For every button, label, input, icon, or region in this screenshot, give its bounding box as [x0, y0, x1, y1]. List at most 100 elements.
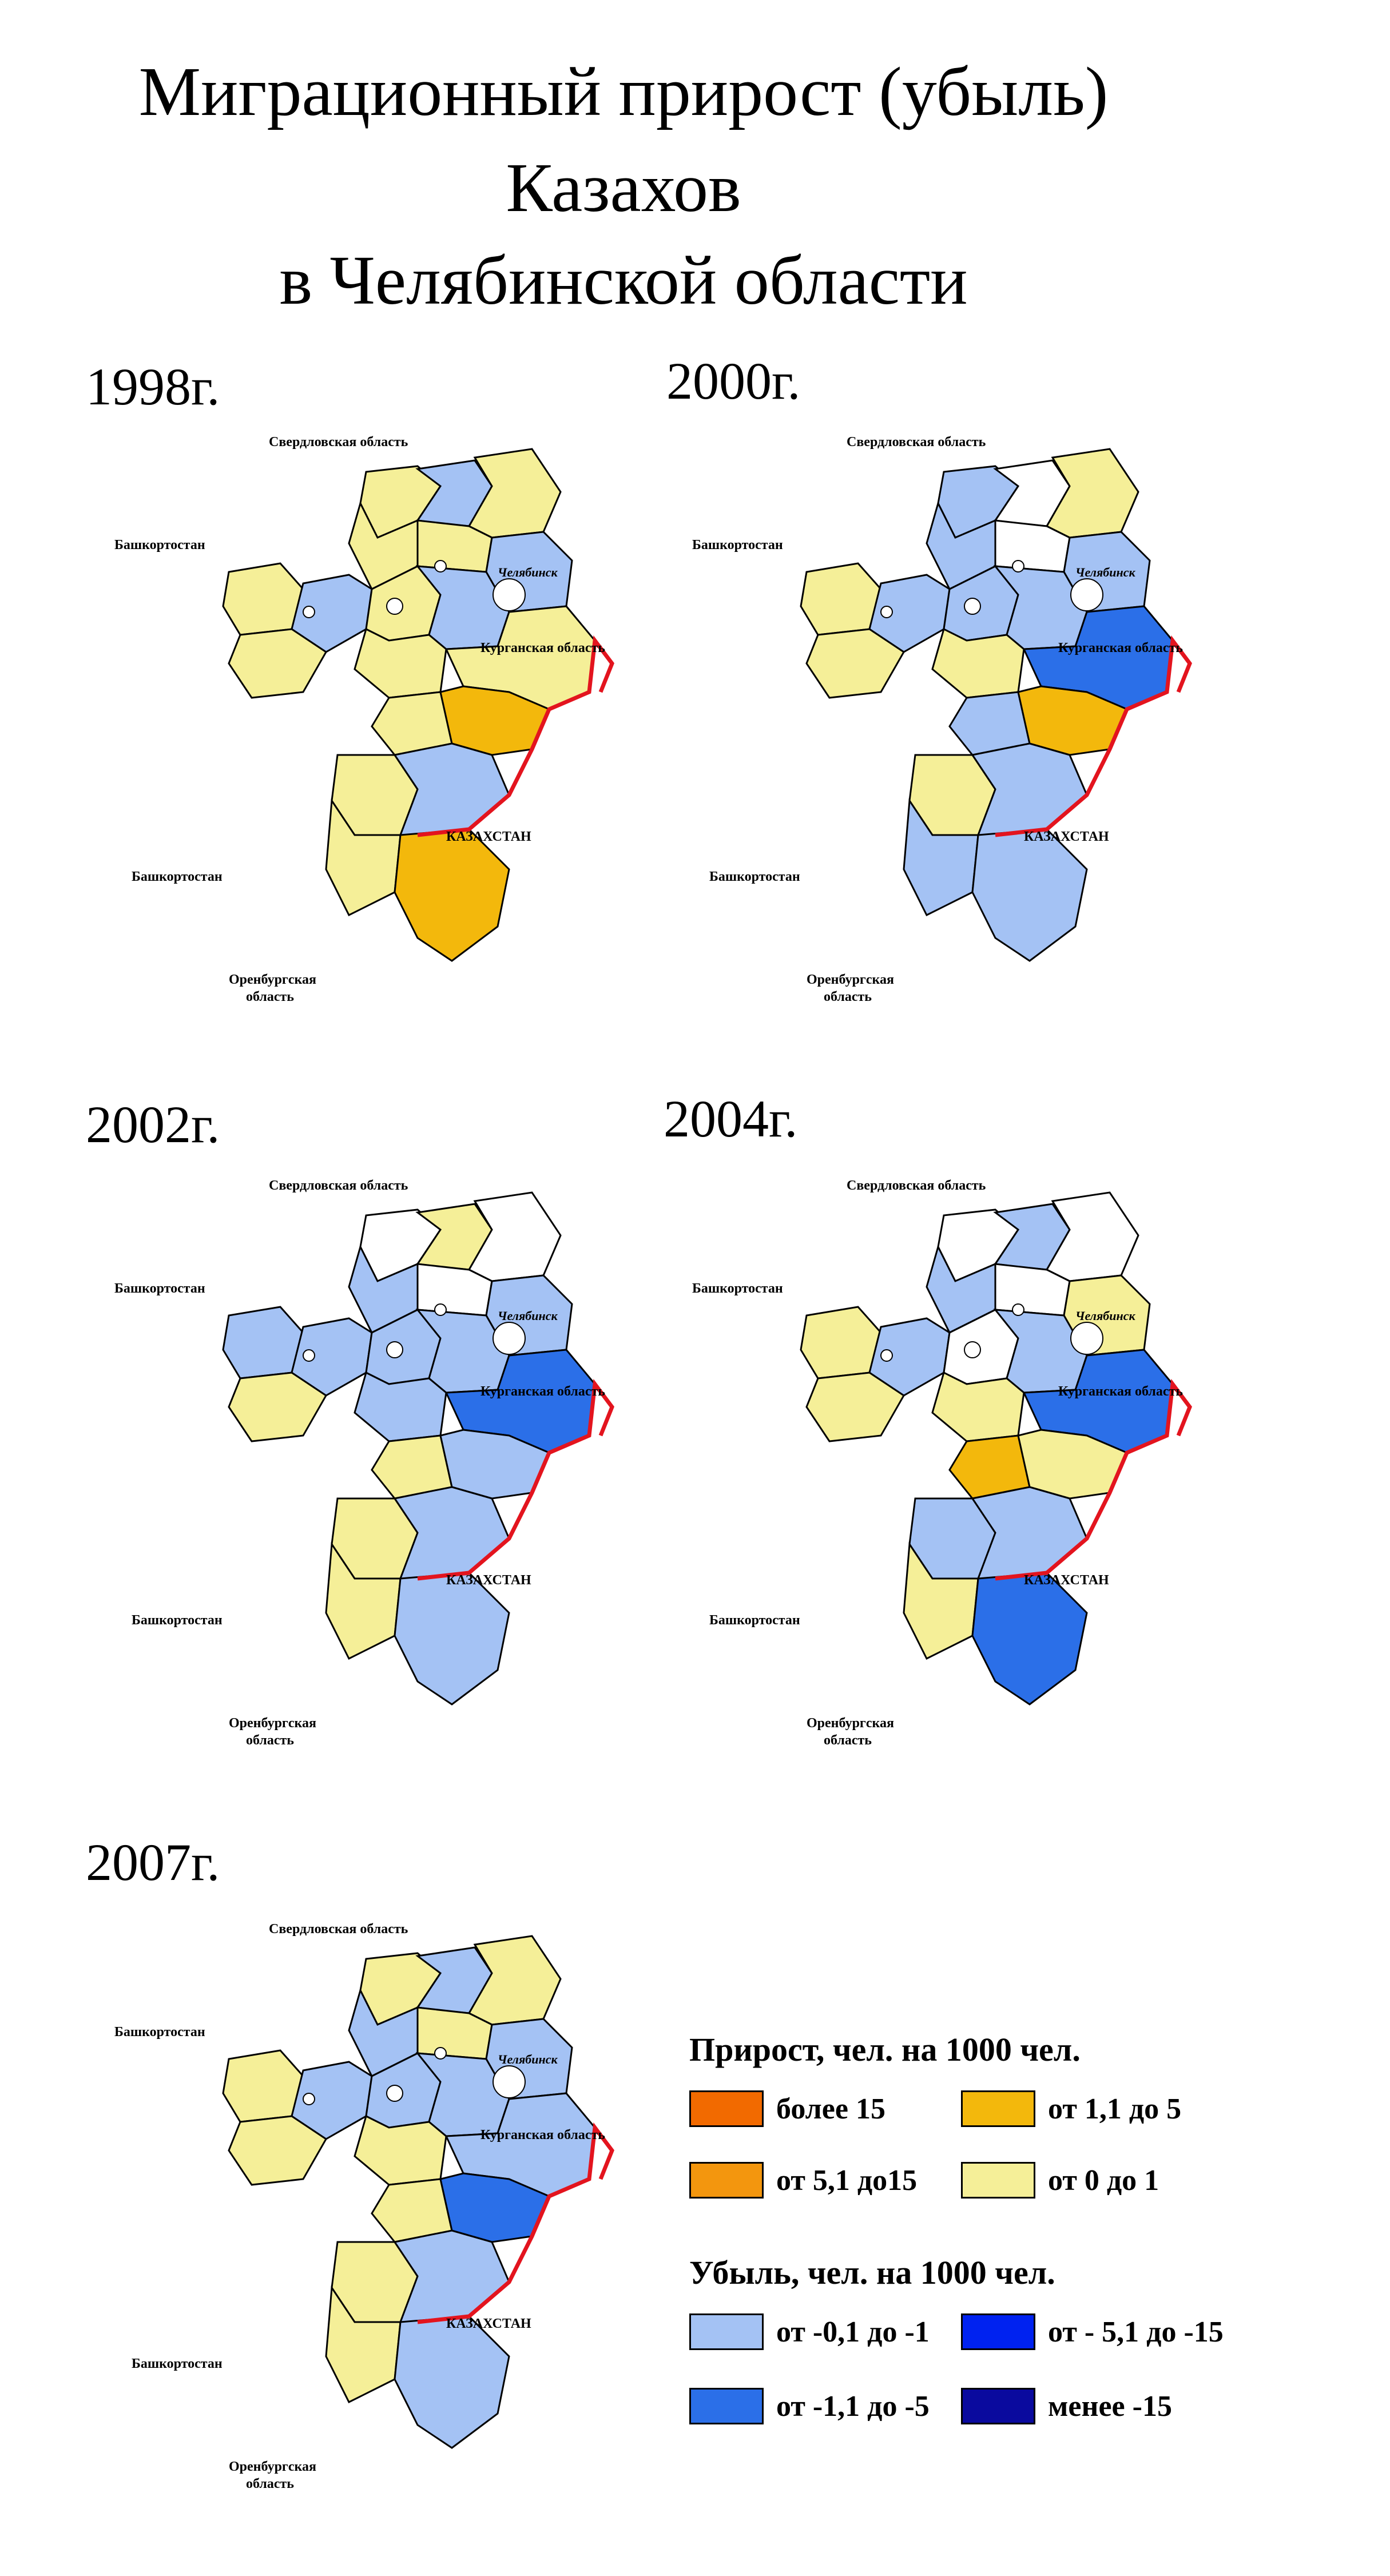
district-region	[394, 2315, 510, 2449]
city-marker	[880, 1349, 893, 1362]
district-region	[800, 1306, 882, 1380]
district-region	[805, 1372, 905, 1442]
map-panel-2000: Свердловская область Башкортостан Курганск…	[675, 423, 1201, 1041]
bashkortostan-label: Башкортостан	[132, 2356, 223, 2371]
legend-item: более 15	[689, 2088, 885, 2130]
bashkortostan-label: Башкортостан	[114, 538, 205, 552]
city-marker	[964, 598, 981, 615]
bashkortostan-label: Башкортостан	[692, 538, 783, 552]
legend-item: от - 5,1 до -15	[961, 2311, 1224, 2353]
district-region	[228, 628, 327, 699]
legend-label: более 15	[776, 2092, 885, 2125]
region-map	[800, 448, 1192, 962]
bashkortostan-label: Башкортостан	[132, 1613, 223, 1628]
legend-label: от -1,1 до -5	[776, 2390, 930, 2423]
year-label-2000: 2000г.	[666, 352, 801, 410]
city-marker	[1012, 560, 1024, 573]
legend-label: от - 5,1 до -15	[1048, 2315, 1224, 2348]
orenburg-label-line2: область	[246, 1733, 294, 1748]
orenburg-label-line1: Оренбургская	[229, 1716, 316, 1731]
city-marker	[493, 1322, 526, 1355]
city-marker	[303, 2093, 315, 2105]
legend-item: менее -15	[961, 2385, 1172, 2427]
legend-item: от 5,1 до15	[689, 2159, 917, 2201]
orenburg-label-line2: область	[824, 1733, 872, 1748]
legend-swatch	[961, 2162, 1035, 2199]
legend-swatch	[961, 2090, 1035, 2127]
region-map	[222, 1191, 614, 1706]
legend-item: от -0,1 до -1	[689, 2311, 930, 2353]
sverdlovsk-label: Свердловская область	[847, 435, 986, 450]
legend-gain-title: Прирост, чел. на 1000 чел.	[689, 2031, 1081, 2068]
legend-label: менее -15	[1048, 2390, 1172, 2423]
district-region	[439, 1429, 550, 1500]
legend-swatch	[689, 2090, 764, 2127]
city-marker	[386, 598, 403, 615]
city-marker	[386, 1341, 403, 1358]
district-region	[222, 2049, 304, 2123]
orenburg-label-line1: Оренбургская	[807, 972, 894, 987]
city-marker	[303, 606, 315, 618]
chelyabinsk-city-label: Челябинск	[1075, 565, 1135, 579]
year-label-2002: 2002г.	[86, 1095, 220, 1154]
main-title-line1: Миграционный прирост (убыль)	[138, 53, 1109, 130]
district-region	[800, 562, 882, 636]
map-panel-2004: Свердловская область Башкортостан Курганск…	[675, 1167, 1201, 1784]
sverdlovsk-label: Свердловская область	[269, 1178, 408, 1193]
kurgan-label: Курганская область	[1058, 1384, 1183, 1399]
kurgan-label: Курганская область	[480, 1384, 605, 1399]
year-label-1998: 1998г.	[86, 357, 220, 416]
city-marker	[493, 2065, 526, 2098]
legend-swatch	[689, 2388, 764, 2424]
kazakhstan-label: КАЗАХСТАН	[446, 2316, 531, 2331]
district-region	[931, 1371, 1025, 1442]
legend-swatch	[961, 2388, 1035, 2424]
bashkortostan-label: Башкортостан	[709, 1613, 800, 1628]
orenburg-label-line1: Оренбургская	[229, 972, 316, 987]
legend-item: от 0 до 1	[961, 2159, 1159, 2201]
legend-label: от 5,1 до15	[776, 2164, 918, 2197]
legend-swatch	[689, 2162, 764, 2199]
region-map	[222, 1935, 614, 2449]
orenburg-label-line2: область	[246, 2476, 294, 2491]
district-region	[354, 2114, 447, 2186]
bashkortostan-label: Башкортостан	[132, 869, 223, 884]
kurgan-label: Курганская область	[480, 641, 605, 655]
chelyabinsk-city-label: Челябинск	[498, 565, 558, 579]
orenburg-label-line2: область	[246, 989, 294, 1004]
district-region	[971, 1572, 1088, 1706]
city-marker	[1070, 578, 1103, 611]
district-region	[394, 828, 510, 962]
year-label-2007: 2007г.	[86, 1833, 220, 1891]
district-region	[354, 627, 447, 699]
legend-label: от 1,1 до 5	[1048, 2092, 1182, 2125]
district-region	[931, 627, 1025, 699]
district-region	[394, 1572, 510, 1706]
city-marker	[493, 578, 526, 611]
district-region	[222, 562, 304, 636]
city-marker	[880, 606, 893, 618]
year-label-2004: 2004г.	[664, 1090, 798, 1148]
orenburg-label-line1: Оренбургская	[807, 1716, 894, 1731]
city-marker	[434, 1303, 447, 1316]
region-map	[222, 448, 614, 962]
city-marker	[386, 2085, 403, 2102]
orenburg-label-line1: Оренбургская	[229, 2459, 316, 2474]
city-marker	[434, 560, 447, 573]
city-marker	[1070, 1322, 1103, 1355]
district-region	[805, 628, 905, 699]
legend-label: от -0,1 до -1	[776, 2315, 930, 2348]
kurgan-label: Курганская область	[480, 2128, 605, 2142]
district-region	[222, 1306, 304, 1380]
city-marker	[1012, 1303, 1024, 1316]
sverdlovsk-label: Свердловская область	[847, 1178, 986, 1193]
chelyabinsk-city-label: Челябинск	[498, 1309, 558, 1323]
legend-loss-title: Убыль, чел. на 1000 чел.	[689, 2254, 1055, 2291]
city-marker	[964, 1341, 981, 1358]
district-region	[439, 685, 550, 756]
city-marker	[434, 2047, 447, 2060]
sverdlovsk-label: Свердловская область	[269, 435, 408, 450]
sverdlovsk-label: Свердловская область	[269, 1922, 408, 1937]
bashkortostan-label: Башкортостан	[114, 2025, 205, 2040]
chelyabinsk-city-label: Челябинск	[498, 2052, 558, 2066]
